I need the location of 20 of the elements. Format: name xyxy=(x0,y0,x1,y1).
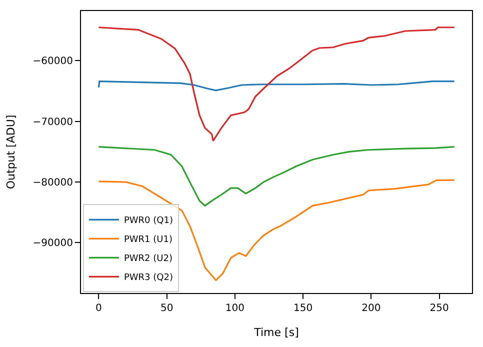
x-axis-title: Time [s] xyxy=(253,326,299,340)
legend-label: PWR0 (Q1) xyxy=(124,216,173,226)
x-tick-label: 200 xyxy=(362,303,381,314)
x-tick-label: 250 xyxy=(430,303,449,314)
legend-label: PWR1 (U1) xyxy=(124,235,172,246)
y-tick-label: −60000 xyxy=(32,56,73,68)
line-series xyxy=(98,179,456,282)
line-series xyxy=(98,26,456,142)
y-tick-label: −90000 xyxy=(32,238,73,250)
y-tick-label: −80000 xyxy=(32,178,73,189)
x-tick-label: 100 xyxy=(225,303,244,314)
y-tick-label: −70000 xyxy=(32,116,73,128)
legend-label: PWR2 (U2) xyxy=(124,254,172,264)
x-tick-label: 150 xyxy=(294,303,313,314)
legend-label: PWR3 (Q2) xyxy=(124,273,173,284)
line-series xyxy=(98,80,456,92)
x-tick-label: 0 xyxy=(96,303,102,314)
y-axis-title: Output [ADU] xyxy=(4,114,18,190)
x-tick-label: 50 xyxy=(160,303,174,314)
line-series xyxy=(98,146,456,206)
